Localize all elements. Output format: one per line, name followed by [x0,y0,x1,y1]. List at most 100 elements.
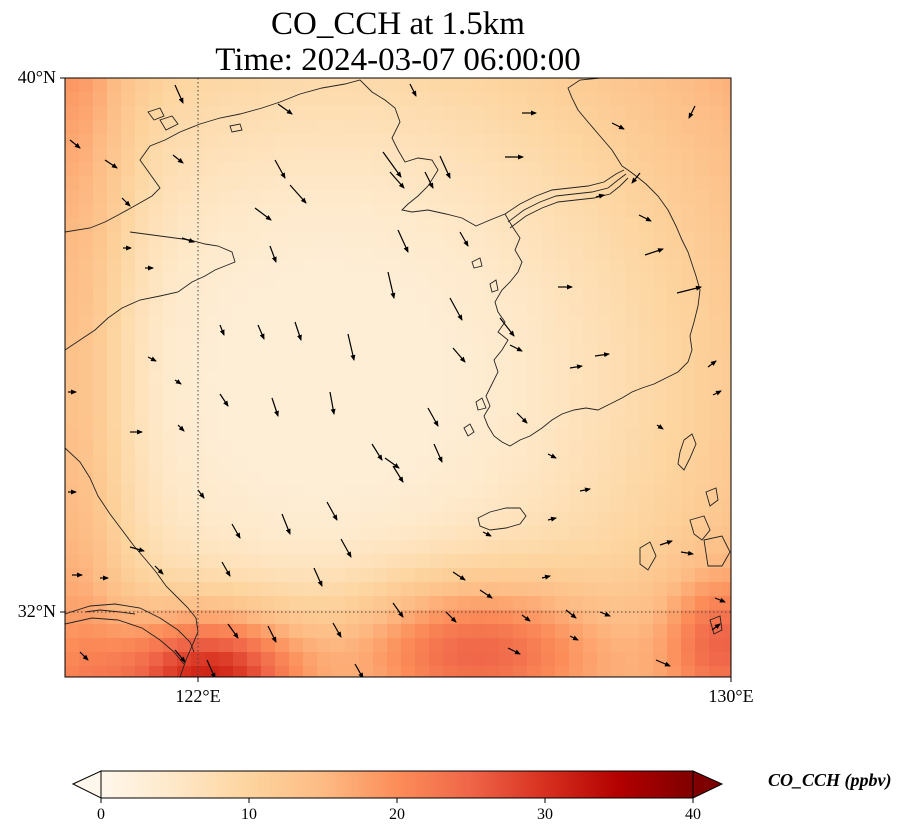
field-cell [485,260,500,275]
field-cell [429,190,444,205]
field-cell [107,554,122,569]
field-cell [513,638,528,653]
field-cell [219,610,234,625]
field-cell [499,400,514,415]
field-cell [471,106,486,121]
field-cell [177,582,192,597]
field-cell [513,610,528,625]
field-cell [611,624,626,639]
field-cell [359,190,374,205]
field-cell [457,218,472,233]
field-cell [457,386,472,401]
field-cell [513,330,528,345]
field-cell [583,344,598,359]
field-cell [443,92,458,107]
field-cell [471,204,486,219]
field-cell [359,512,374,527]
field-cell [457,456,472,471]
field-cell [275,344,290,359]
field-cell [457,358,472,373]
field-cell [219,358,234,373]
field-cell [611,582,626,597]
field-cell [583,316,598,331]
field-cell [387,652,402,667]
field-cell [163,624,178,639]
field-cell [611,456,626,471]
field-cell [387,148,402,163]
field-cell [513,470,528,485]
field-cell [121,666,136,677]
field-cell [709,400,724,415]
field-cell [667,288,682,303]
field-cell [443,120,458,135]
field-cell [527,246,542,261]
field-cell [387,288,402,303]
field-cell [401,414,416,429]
field-cell [121,414,136,429]
field-cell [177,540,192,555]
field-cell [555,624,570,639]
wind-arrow [274,159,286,179]
field-cell [625,568,640,583]
field-cell [639,456,654,471]
field-cell [457,162,472,177]
field-cell [471,568,486,583]
field-cell [275,456,290,471]
field-cell [527,120,542,135]
wind-arrow [371,443,383,461]
field-cell [205,442,220,457]
field-cell [555,442,570,457]
field-cell [499,246,514,261]
field-cell [289,652,304,667]
field-cell [681,358,696,373]
field-cell [499,484,514,499]
field-cell [681,428,696,443]
field-cell [639,358,654,373]
field-cell [387,78,402,93]
field-cell [443,582,458,597]
field-cell [429,414,444,429]
field-cell [555,470,570,485]
field-cell [541,624,556,639]
field-cell [429,540,444,555]
field-cell [233,582,248,597]
field-cell [121,554,136,569]
field-cell [513,498,528,513]
field-cell [667,624,682,639]
field-cell [163,596,178,611]
field-cell [471,344,486,359]
field-cell [261,442,276,457]
field-cell [723,456,731,471]
field-cell [695,232,710,247]
field-cell [443,148,458,163]
field-cell [471,92,486,107]
field-cell [513,568,528,583]
field-cell [317,302,332,317]
field-cell [317,232,332,247]
field-cell [373,554,388,569]
field-cell [121,540,136,555]
field-cell [415,344,430,359]
field-cell [247,190,262,205]
field-cell [331,92,346,107]
field-cell [611,400,626,415]
field-cell [219,372,234,387]
field-cell [303,358,318,373]
field-cell [639,372,654,387]
field-cell [93,456,108,471]
field-cell [163,302,178,317]
field-cell [429,204,444,219]
field-cell [275,386,290,401]
field-cell [513,162,528,177]
field-cell [513,554,528,569]
field-cell [331,232,346,247]
field-cell [373,596,388,611]
field-cell [247,624,262,639]
field-cell [65,400,80,415]
field-cell [401,232,416,247]
field-cell [149,498,164,513]
field-cell [205,162,220,177]
wind-arrow [445,611,457,623]
field-cell [415,540,430,555]
field-cell [653,162,668,177]
